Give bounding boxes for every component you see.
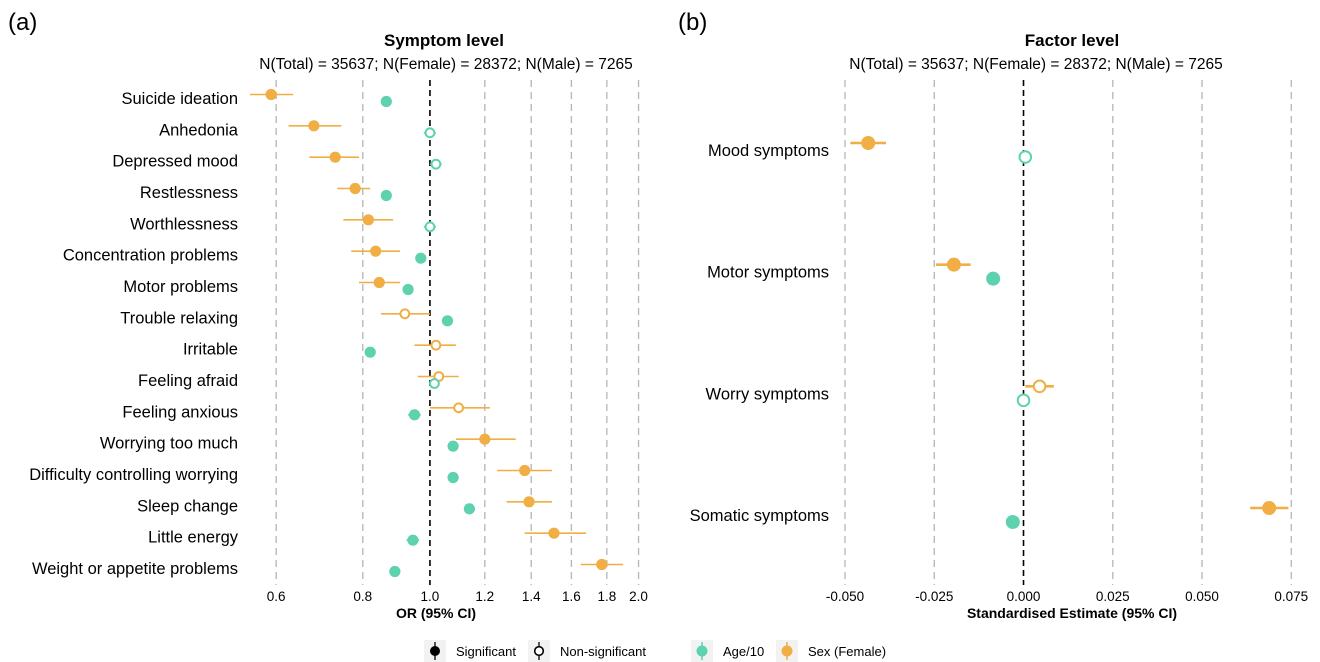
sex-sleep-change-point xyxy=(523,496,535,508)
sex-little-energy-point xyxy=(548,527,560,539)
age-feeling-anxious-point xyxy=(408,409,421,421)
age-depressed-mood-point xyxy=(430,158,442,170)
category-label-little-energy: Little energy xyxy=(148,529,239,547)
sex-depressed-mood-point xyxy=(329,151,341,163)
legend-item-age: Age/10 xyxy=(691,640,764,662)
category-label-feeling-anxious: Feeling anxious xyxy=(122,403,238,421)
sex-motor-symptoms-point xyxy=(946,257,961,272)
x-tick-label: 0.000 xyxy=(1007,589,1041,604)
legend: Significant Non-significant Age/10 Sex (… xyxy=(424,640,886,662)
x-tick-label: -0.050 xyxy=(826,589,864,604)
filled-circle-icon xyxy=(430,646,440,656)
category-label-worrying-too-much: Worrying too much xyxy=(100,435,238,453)
age-motor-problems-point xyxy=(402,283,414,296)
category-label-worthlessness: Worthlessness xyxy=(130,215,238,233)
category-label-feeling-afraid: Feeling afraid xyxy=(138,372,238,390)
category-label-difficulty-controlling-worrying: Difficulty controlling worrying xyxy=(29,466,238,484)
panel-a-plot: 0.6 0.8 1.0 1.2 1.4 1.6 1.8 2.0 Suicide ideation… xyxy=(29,80,648,604)
category-label-sleep-change: Sleep change xyxy=(137,497,238,515)
age-mood-symptoms-point xyxy=(1018,150,1033,164)
sex-anhedonia-point xyxy=(308,120,320,132)
age-suicide-ideation-point xyxy=(380,95,392,108)
legend-label-significant: Significant xyxy=(456,644,516,659)
age-irritable-point xyxy=(364,346,376,358)
x-tick-label: 1.2 xyxy=(475,589,494,604)
sex-suicide-ideation-point xyxy=(265,88,277,101)
sex-somatic-symptoms-point xyxy=(1262,501,1277,515)
age-little-energy-point xyxy=(407,534,419,546)
x-tick-label: 0.075 xyxy=(1274,589,1308,604)
age-motor-symptoms-point xyxy=(986,271,1001,286)
x-tick-label: 0.6 xyxy=(267,589,286,604)
age-swatch-icon xyxy=(696,645,708,657)
age-difficulty-controlling-worrying-point xyxy=(447,471,459,484)
panel-b-x-axis-label: Standardised Estimate (95% CI) xyxy=(967,605,1177,621)
panel-a-x-axis-label: OR (95% CI) xyxy=(396,605,476,621)
panel-b-letter: (b) xyxy=(678,9,707,36)
sex-trouble-relaxing-point xyxy=(399,308,411,320)
x-tick-label: 1.4 xyxy=(522,589,541,604)
category-label-somatic-symptoms: Somatic symptoms xyxy=(690,507,829,525)
category-label-trouble-relaxing: Trouble relaxing xyxy=(120,309,238,327)
age-feeling-afraid-point xyxy=(429,378,440,389)
legend-label-nonsignificant: Non-significant xyxy=(560,644,646,659)
category-label-depressed-mood: Depressed mood xyxy=(112,153,238,171)
age-worry-symptoms-point xyxy=(1016,393,1031,408)
x-tick-label: 1.6 xyxy=(562,589,581,604)
legend-item-nonsignificant: Non-significant xyxy=(528,640,646,662)
x-tick-label: 0.050 xyxy=(1185,589,1219,604)
category-label-concentration-problems: Concentration problems xyxy=(63,247,238,265)
category-label-restlessness: Restlessness xyxy=(140,184,238,202)
age-somatic-symptoms-point xyxy=(1005,515,1020,529)
age-trouble-relaxing-point xyxy=(441,315,454,327)
sex-swatch-icon xyxy=(781,645,793,657)
category-label-irritable: Irritable xyxy=(183,341,238,359)
sex-mood-symptoms-point xyxy=(861,136,876,150)
age-anhedonia-point xyxy=(424,127,436,139)
age-restlessness-point xyxy=(380,189,392,202)
sex-worrying-too-much-point xyxy=(479,433,491,445)
sex-concentration-problems-point xyxy=(370,245,382,257)
legend-item-significant: Significant xyxy=(424,640,516,662)
sex-weight-or-appetite-problems-point xyxy=(596,558,608,571)
panel-a-title: Symptom level xyxy=(384,31,504,50)
x-tick-label: 2.0 xyxy=(629,589,648,604)
legend-label-sex: Sex (Female) xyxy=(808,644,886,659)
sex-restlessness-point xyxy=(349,182,361,195)
category-label-suicide-ideation: Suicide ideation xyxy=(122,90,239,108)
category-label-motor-problems: Motor problems xyxy=(123,278,238,296)
sex-difficulty-controlling-worrying-point xyxy=(519,464,531,477)
age-sleep-change-point xyxy=(463,503,475,515)
panel-b-title: Factor level xyxy=(1025,31,1120,50)
sex-motor-problems-point xyxy=(373,276,385,289)
age-concentration-problems-point xyxy=(415,252,427,264)
x-tick-label: -0.025 xyxy=(915,589,953,604)
age-worrying-too-much-point xyxy=(447,440,459,452)
legend-label-age: Age/10 xyxy=(723,644,764,659)
category-label-weight-or-appetite-problems: Weight or appetite problems xyxy=(32,560,238,578)
sex-worry-symptoms-point xyxy=(1032,379,1047,394)
age-weight-or-appetite-problems-point xyxy=(389,565,401,578)
sex-feeling-anxious-point xyxy=(453,402,465,414)
category-label-worry-symptoms: Worry symptoms xyxy=(706,385,829,403)
x-tick-label: 0.025 xyxy=(1096,589,1130,604)
category-label-mood-symptoms: Mood symptoms xyxy=(708,142,829,160)
panel-b-plot: -0.050 -0.025 0.000 0.025 0.050 0.075 Mood sym… xyxy=(690,80,1308,604)
sex-worthlessness-point xyxy=(362,214,374,226)
age-worthlessness-point xyxy=(424,221,436,233)
legend-item-sex: Sex (Female) xyxy=(776,640,886,662)
panel-a-subtitle: N(Total) = 35637; N(Female) = 28372; N(M… xyxy=(259,56,632,73)
category-label-anhedonia: Anhedonia xyxy=(159,121,239,139)
sex-irritable-point xyxy=(430,339,442,351)
x-tick-label: 1.0 xyxy=(421,589,440,604)
x-tick-label: 0.8 xyxy=(353,589,372,604)
panel-b-subtitle: N(Total) = 35637; N(Female) = 28372; N(M… xyxy=(849,56,1222,73)
x-tick-label: 1.8 xyxy=(597,589,616,604)
panel-a-letter: (a) xyxy=(8,9,37,36)
category-label-motor-symptoms: Motor symptoms xyxy=(707,264,829,282)
hollow-circle-icon xyxy=(533,645,545,657)
